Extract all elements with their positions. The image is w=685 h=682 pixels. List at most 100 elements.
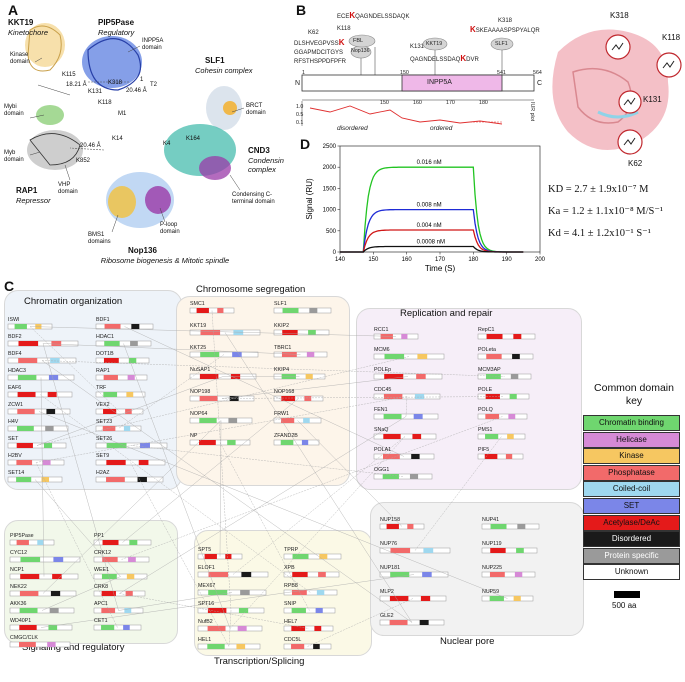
protein-domain-transcription-8-b xyxy=(237,626,247,631)
protein-domain-chromatin-9-a xyxy=(103,392,118,397)
protein-label-chromatin-0: ISWI xyxy=(8,317,20,323)
protein-label-replication-6: CDC45 xyxy=(374,387,392,393)
interaction-edge xyxy=(42,343,119,611)
protein-bar-pore-5 xyxy=(481,571,536,578)
protein-label-replication-7: POLE xyxy=(478,387,493,393)
spr-series-label-3: 0.0008 nM xyxy=(417,239,445,245)
protein-domain-chromatin-8-a xyxy=(17,392,36,397)
spr-chart: 140 150 160 170 180 190 2000500100015002000250… xyxy=(305,144,545,273)
protein-bar-pore-3 xyxy=(481,547,538,554)
protein-label-replication-5: MCM3AP xyxy=(478,367,501,373)
protein-domain-replication-7-b xyxy=(509,394,517,399)
bar-start: 1 xyxy=(302,70,305,76)
spr-xtick-label: 180 xyxy=(468,257,479,263)
bar-domain-end: 541 xyxy=(497,70,506,76)
protein-label-replication-12: POLA1 xyxy=(374,447,392,453)
protein-domain-pore-6-b xyxy=(420,596,431,601)
protein-label-signaling-0: PIP5Pase xyxy=(10,533,34,539)
protein-domain-chromatin-8-b xyxy=(47,392,57,397)
interaction-edge xyxy=(39,394,311,593)
protein-domain-chromatin-18-b xyxy=(41,477,50,482)
protein-domain-chromatin-5-a xyxy=(103,358,119,363)
protein-domain-segregation-0-a xyxy=(196,308,209,313)
interaction-edge xyxy=(131,445,404,477)
domain-key-item-0: Chromatin binding xyxy=(583,415,680,431)
protein-label-pore-3: NUP119 xyxy=(482,541,502,547)
interaction-edge xyxy=(119,593,309,629)
protein-domain-segregation-0-b xyxy=(217,308,224,313)
protein-bar-transcription-1 xyxy=(283,553,342,560)
k318-label: K318 xyxy=(498,18,513,24)
protein-domain-chromatin-6-a xyxy=(17,375,37,380)
protein-domain-signaling-7-a xyxy=(101,591,116,596)
spr-xtick-label: 140 xyxy=(335,257,346,263)
protein-domain-transcription-11-b xyxy=(313,644,320,649)
interaction-edge xyxy=(118,592,233,611)
protein-domain-pore-7-a xyxy=(489,596,504,601)
protein-domain-segregation-10-a xyxy=(199,418,217,423)
protein-domain-replication-4-b xyxy=(416,374,426,379)
interaction-edge xyxy=(119,416,407,594)
protein-domain-pore-1-a xyxy=(490,524,507,529)
protein-label-replication-2: MCM6 xyxy=(374,347,390,353)
scale-bar-label: 500 aa xyxy=(612,601,637,610)
protein-domain-replication-6-a xyxy=(383,394,403,399)
protein-domain-chromatin-4-b xyxy=(50,358,60,363)
protein-domain-chromatin-2-b xyxy=(51,341,62,346)
protein-domain-segregation-13-a xyxy=(280,440,294,445)
protein-label-replication-8: FEN1 xyxy=(374,407,388,413)
protein-label-replication-13: PIF5 xyxy=(478,447,490,453)
protein-domain-signaling-6-a xyxy=(19,591,39,596)
pip5pase-role: Regulatory xyxy=(98,28,135,37)
protein-label-segregation-1: SLF1 xyxy=(274,301,287,307)
interaction-edge xyxy=(130,462,230,647)
protein-domain-chromatin-3-a xyxy=(104,341,120,346)
slf1-role: Cohesin complex xyxy=(195,66,253,75)
kkt19-name: KKT19 xyxy=(8,18,34,27)
protein-domain-transcription-9-b xyxy=(314,626,322,631)
k62-seq-1: DLSHVEGPVSSK xyxy=(294,38,345,48)
protein-domain-segregation-2-a xyxy=(200,330,221,335)
protein-domain-chromatin-7-a xyxy=(103,375,118,380)
protein-label-replication-3: POLeta xyxy=(478,347,496,353)
protein-domain-transcription-1-a xyxy=(292,554,309,559)
protein-domain-segregation-11-b xyxy=(303,418,310,423)
protein-domain-signaling-4-b xyxy=(52,574,62,579)
protein-bar-chromatin-12 xyxy=(7,425,69,432)
protein-label-signaling-4: NCP1 xyxy=(10,567,25,573)
protein-domain-segregation-12-b xyxy=(227,440,236,445)
interaction-edge xyxy=(122,398,299,543)
protein-domain-signaling-3-a xyxy=(102,557,118,562)
interaction-edge xyxy=(221,376,409,399)
iur-tick-3: 0.1 xyxy=(296,120,304,126)
protein-label-segregation-8: NOP198 xyxy=(190,389,211,395)
protein-label-segregation-13: ZFAND2B xyxy=(274,433,298,439)
domain-key-item-5: SET xyxy=(583,498,680,514)
protein-domain-transcription-7-a xyxy=(291,608,306,613)
protein-domain-signaling-2-a xyxy=(20,557,41,562)
protein-domain-transcription-7-b xyxy=(315,608,323,613)
interaction-edge xyxy=(41,360,413,623)
protein-domain-transcription-2-b xyxy=(241,572,252,577)
protein-domain-transcription-3-a xyxy=(292,572,308,577)
protein-label-transcription-1: TPRP xyxy=(284,547,299,553)
protein-domain-replication-3-b xyxy=(512,354,520,359)
kinetic-ka: Ka = 1.2 ± 1.1x10⁻⁸ M/S⁻¹ xyxy=(548,206,664,217)
panel-d-letter: D xyxy=(300,136,311,152)
protein-label-chromatin-16: H2BV xyxy=(8,453,22,459)
protein-domain-chromatin-7-b xyxy=(127,375,135,380)
bms1-domain-label: BMS1 domains xyxy=(88,232,111,245)
protein-domain-segregation-3-a xyxy=(282,330,298,335)
protein-domain-pore-1-b xyxy=(517,524,526,529)
protein-domain-transcription-1-b xyxy=(319,554,328,559)
iur-tick-1: 1.0 xyxy=(296,104,304,110)
vhp-domain-label: VHP domain xyxy=(58,182,78,195)
protein-domain-replication-12-a xyxy=(383,454,400,459)
protein-label-segregation-5: TBRC1 xyxy=(274,345,292,351)
kinase-domain-label: Kinase domain xyxy=(10,52,30,65)
protein-label-chromatin-12: H4V xyxy=(8,419,19,425)
protein-bar-segregation-3 xyxy=(273,329,330,336)
protein-domain-signaling-12-a xyxy=(19,642,36,647)
domain-key-item-8: Protein specific xyxy=(583,547,680,564)
protein-domain-signaling-0-a xyxy=(16,540,29,545)
